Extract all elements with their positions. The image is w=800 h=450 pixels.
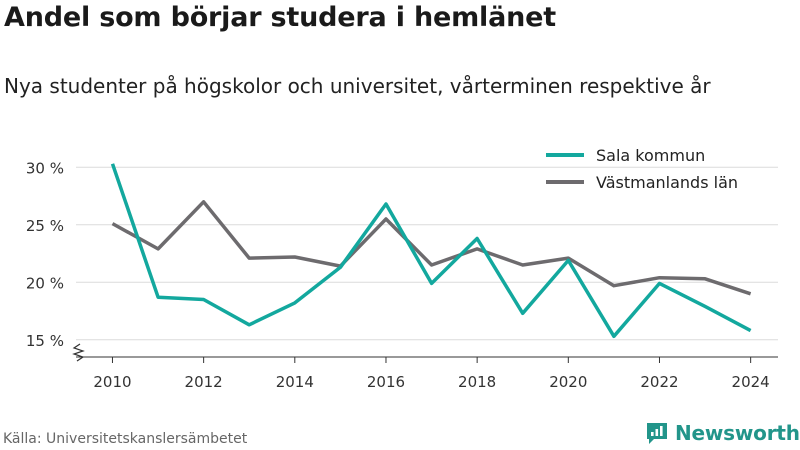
- series-line-sala-kommun: [110, 163, 752, 339]
- legend-label-sala-kommun: Sala kommun: [596, 146, 705, 165]
- x-tick-label-2018: 2018: [458, 373, 496, 391]
- y-tick-label-30: 30 %: [26, 159, 64, 177]
- brand-logo[interactable]: Newsworthy: [645, 421, 800, 445]
- newsworthy-logo-icon: [647, 423, 667, 444]
- x-tick-label-2016: 2016: [367, 373, 405, 391]
- y-tick-label-20: 20 %: [26, 274, 64, 292]
- axis-break-mark: [72, 343, 85, 362]
- x-tick-label-2010: 2010: [93, 373, 131, 391]
- x-tick-label-2014: 2014: [276, 373, 314, 391]
- x-tick-label-2012: 2012: [185, 373, 223, 391]
- series-line-v-stmanlands-l-n: [111, 200, 752, 296]
- y-tick-label-15: 15 %: [26, 332, 64, 350]
- chart-subtitle: Nya studenter på högskolor och universit…: [4, 74, 711, 98]
- x-tick-label-2024: 2024: [732, 373, 770, 391]
- y-tick-label-25: 25 %: [26, 217, 64, 235]
- x-tick-label-2020: 2020: [549, 373, 587, 391]
- chart-title: Andel som börjar studera i hemlänet: [4, 2, 556, 33]
- brand-name: Newsworthy: [675, 421, 800, 445]
- source-note: Källa: Universitetskanslersämbetet: [3, 431, 248, 447]
- x-tick-label-2022: 2022: [640, 373, 678, 391]
- legend-label-v-stmanlands-l-n: Västmanlands län: [596, 173, 738, 192]
